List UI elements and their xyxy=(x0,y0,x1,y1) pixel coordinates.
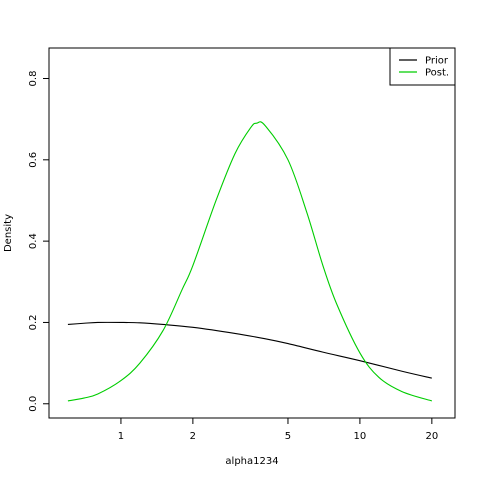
legend-label-prior: Prior xyxy=(425,56,449,67)
y-tick-label: 0.2 xyxy=(28,314,39,330)
x-tick-label: 1 xyxy=(118,431,124,442)
x-axis-title: alpha1234 xyxy=(225,456,278,467)
x-tick-label: 5 xyxy=(285,431,291,442)
y-tick-label: 0.0 xyxy=(28,396,39,412)
y-axis-title: Density xyxy=(3,214,14,252)
x-tick-label: 2 xyxy=(190,431,196,442)
y-tick-label: 0.4 xyxy=(28,233,39,249)
x-tick-label: 20 xyxy=(425,431,438,442)
series-line-prior xyxy=(67,321,432,379)
series-line-post xyxy=(67,121,433,402)
legend-label-post: Post. xyxy=(425,68,449,79)
y-tick-label: 0.6 xyxy=(28,152,39,168)
plot-layer xyxy=(67,121,433,402)
axis-layer: 1 2 5 10 20 0.0 0.2 0.4 0.6 0.8 xyxy=(28,71,438,442)
x-tick-label: 10 xyxy=(354,431,367,442)
legend-box xyxy=(389,47,456,86)
y-tick-label: 0.8 xyxy=(28,71,39,87)
